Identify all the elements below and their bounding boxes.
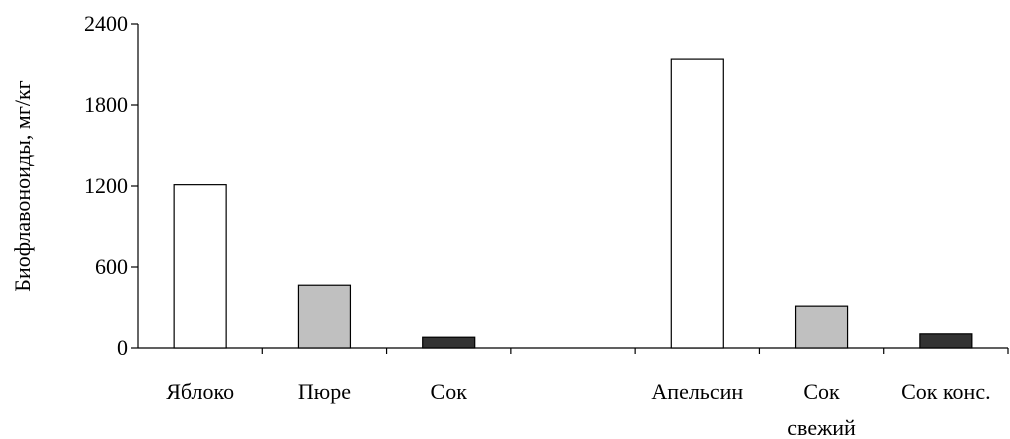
bar <box>422 336 476 349</box>
x-tick-label: свежий <box>787 415 856 439</box>
y-axis: 0 600 1200 1800 2400 <box>84 11 139 360</box>
y-tick-label: 0 <box>117 335 128 360</box>
y-tick-label: 1800 <box>84 92 128 117</box>
bars <box>173 58 973 349</box>
x-tick-label: Яблоко <box>166 379 234 404</box>
y-tick-label: 600 <box>95 254 128 279</box>
bar <box>297 284 352 349</box>
bar <box>670 58 724 349</box>
x-tick-label: Сок <box>803 379 840 404</box>
category-labels: Яблоко Пюре Сок Апельсин Сок свежий Сок конс. <box>166 379 990 439</box>
x-tick-label: Апельсин <box>651 379 743 404</box>
y-axis-label: Биофлавоноиды, мг/кг <box>10 80 35 291</box>
bar <box>173 184 227 349</box>
y-tick-label: 1200 <box>84 173 128 198</box>
x-tick-label: Пюре <box>298 379 351 404</box>
bar <box>919 333 973 349</box>
x-tick-label: Сок <box>431 379 468 404</box>
x-tick-label: Сок конс. <box>901 379 990 404</box>
x-axis <box>138 347 1009 354</box>
y-tick-label: 2400 <box>84 11 128 36</box>
bar <box>794 305 849 349</box>
